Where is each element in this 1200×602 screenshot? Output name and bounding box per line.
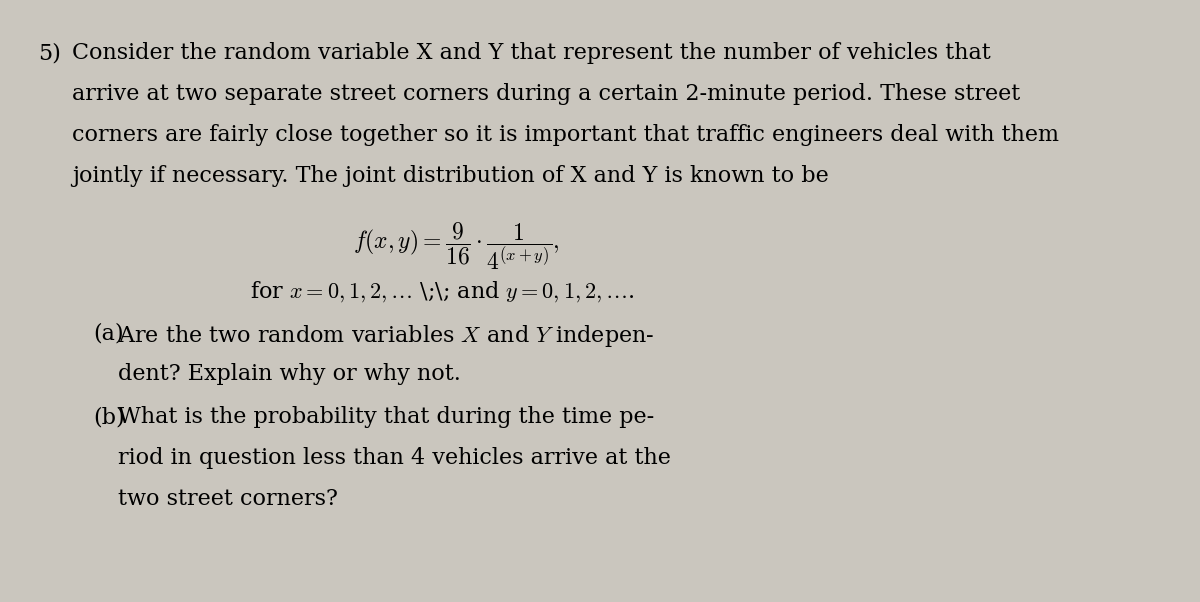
Text: two street corners?: two street corners?	[118, 488, 337, 510]
Text: What is the probability that during the time pe-: What is the probability that during the …	[118, 406, 654, 429]
Text: corners are fairly close together so it is important that traffic engineers deal: corners are fairly close together so it …	[72, 124, 1060, 146]
Text: arrive at two separate street corners during a certain 2-minute period. These st: arrive at two separate street corners du…	[72, 83, 1020, 105]
Text: riod in question less than 4 vehicles arrive at the: riod in question less than 4 vehicles ar…	[118, 447, 671, 470]
Text: dent? Explain why or why not.: dent? Explain why or why not.	[118, 364, 461, 385]
Text: Are the two random variables $X$ and $Y$ indepen-: Are the two random variables $X$ and $Y$…	[118, 323, 654, 349]
Text: Consider the random variable X and Y that represent the number of vehicles that: Consider the random variable X and Y tha…	[72, 42, 991, 64]
Text: $f(x, y) = \dfrac{9}{16} \cdot \dfrac{1}{4^{(x+y)}},$: $f(x, y) = \dfrac{9}{16} \cdot \dfrac{1}…	[353, 220, 559, 272]
Text: 5): 5)	[38, 42, 61, 64]
Text: jointly if necessary. The joint distribution of X and Y is known to be: jointly if necessary. The joint distribu…	[72, 165, 829, 187]
Text: (a): (a)	[94, 323, 125, 344]
Text: for $x = 0, 1, 2, \ldots$ \;\; and $y = 0, 1, 2, \ldots$.: for $x = 0, 1, 2, \ldots$ \;\; and $y = …	[250, 279, 634, 305]
Text: (b): (b)	[94, 406, 125, 429]
